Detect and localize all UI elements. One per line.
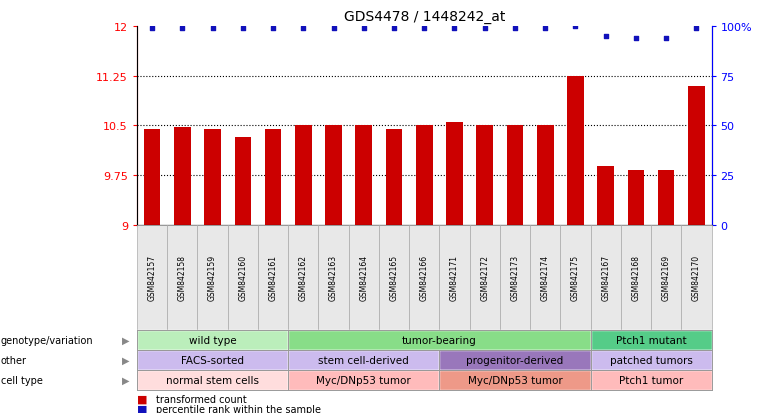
- Text: GSM842171: GSM842171: [450, 255, 459, 301]
- Point: [690, 26, 702, 32]
- Text: Ptch1 mutant: Ptch1 mutant: [616, 335, 686, 345]
- Point: [569, 24, 581, 30]
- Text: GSM842173: GSM842173: [511, 255, 520, 301]
- Title: GDS4478 / 1448242_at: GDS4478 / 1448242_at: [343, 10, 505, 24]
- Text: patched tumors: patched tumors: [610, 355, 693, 366]
- Bar: [567, 77, 584, 225]
- Bar: [476, 126, 493, 225]
- Bar: [597, 167, 614, 225]
- Text: GSM842166: GSM842166: [420, 255, 428, 301]
- Text: ▶: ▶: [122, 355, 129, 366]
- Bar: [386, 130, 403, 225]
- Text: ▶: ▶: [122, 335, 129, 345]
- Point: [509, 26, 521, 32]
- Bar: [355, 126, 372, 225]
- Text: GSM842175: GSM842175: [571, 255, 580, 301]
- Text: transformed count: transformed count: [156, 394, 247, 404]
- Bar: [174, 127, 191, 225]
- Point: [177, 26, 189, 32]
- Text: GSM842174: GSM842174: [541, 255, 549, 301]
- Bar: [295, 126, 311, 225]
- Text: genotype/variation: genotype/variation: [1, 335, 94, 345]
- Point: [298, 26, 310, 32]
- Text: GSM842172: GSM842172: [480, 255, 489, 301]
- Bar: [658, 171, 674, 225]
- Text: ■: ■: [137, 404, 148, 413]
- Point: [388, 26, 400, 32]
- Text: stem cell-derived: stem cell-derived: [318, 355, 409, 366]
- Text: ▶: ▶: [122, 375, 129, 385]
- Point: [358, 26, 370, 32]
- Bar: [688, 86, 705, 225]
- Point: [237, 26, 249, 32]
- Text: GSM842167: GSM842167: [601, 255, 610, 301]
- Text: GSM842158: GSM842158: [178, 255, 187, 301]
- Point: [660, 36, 672, 42]
- Text: GSM842162: GSM842162: [299, 255, 307, 301]
- Point: [630, 36, 642, 42]
- Text: FACS-sorted: FACS-sorted: [181, 355, 244, 366]
- Text: GSM842168: GSM842168: [632, 255, 641, 301]
- Text: GSM842157: GSM842157: [148, 255, 157, 301]
- Bar: [325, 125, 342, 225]
- Point: [419, 26, 431, 32]
- Text: Myc/DNp53 tumor: Myc/DNp53 tumor: [317, 375, 411, 385]
- Text: GSM842164: GSM842164: [359, 255, 368, 301]
- Text: GSM842169: GSM842169: [661, 255, 670, 301]
- Point: [267, 26, 279, 32]
- Text: GSM842163: GSM842163: [329, 255, 338, 301]
- Text: percentile rank within the sample: percentile rank within the sample: [156, 404, 321, 413]
- Point: [327, 26, 339, 32]
- Text: GSM842159: GSM842159: [208, 255, 217, 301]
- Text: tumor-bearing: tumor-bearing: [402, 335, 476, 345]
- Point: [479, 26, 491, 32]
- Bar: [265, 130, 282, 225]
- Bar: [537, 126, 553, 225]
- Text: Myc/DNp53 tumor: Myc/DNp53 tumor: [467, 375, 562, 385]
- Text: other: other: [1, 355, 27, 366]
- Text: GSM842165: GSM842165: [390, 255, 399, 301]
- Point: [206, 26, 218, 32]
- Text: Ptch1 tumor: Ptch1 tumor: [619, 375, 683, 385]
- Text: GSM842161: GSM842161: [269, 255, 278, 301]
- Text: wild type: wild type: [189, 335, 237, 345]
- Text: GSM842160: GSM842160: [238, 255, 247, 301]
- Point: [448, 26, 460, 32]
- Text: normal stem cells: normal stem cells: [166, 375, 259, 385]
- Text: progenitor-derived: progenitor-derived: [466, 355, 564, 366]
- Point: [146, 26, 158, 32]
- Bar: [628, 171, 645, 225]
- Bar: [204, 129, 221, 225]
- Bar: [234, 138, 251, 225]
- Text: cell type: cell type: [1, 375, 43, 385]
- Bar: [144, 129, 161, 225]
- Point: [600, 33, 612, 40]
- Text: GSM842170: GSM842170: [692, 255, 701, 301]
- Point: [539, 26, 551, 32]
- Text: ■: ■: [137, 394, 148, 404]
- Bar: [446, 123, 463, 225]
- Bar: [507, 126, 524, 225]
- Bar: [416, 126, 432, 225]
